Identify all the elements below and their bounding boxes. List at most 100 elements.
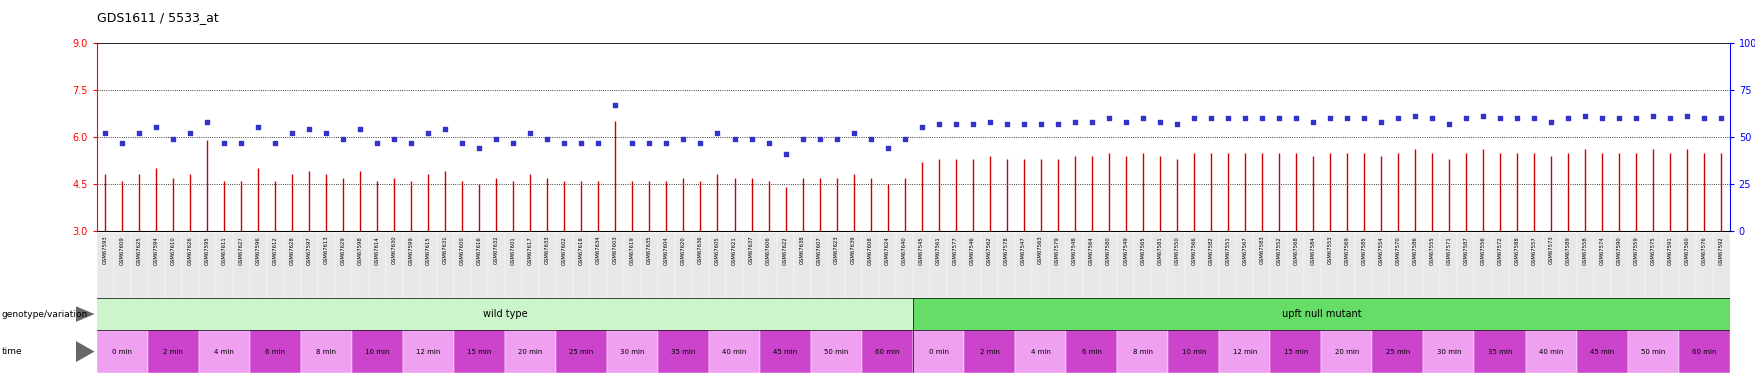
Point (226, 140, 254, 146)
Text: 2 min: 2 min (979, 349, 999, 355)
Point (1485, 115, 1513, 121)
Point (1299, 119, 1327, 125)
Bar (828, 232, 844, 298)
Bar (1576, 232, 1594, 298)
Text: GSM67567: GSM67567 (1241, 236, 1246, 264)
Bar (879, 232, 895, 298)
Point (584, 140, 612, 146)
Text: GSM67599: GSM67599 (409, 236, 414, 264)
Bar (1236, 232, 1253, 298)
Bar (930, 232, 946, 298)
Bar (1508, 232, 1525, 298)
Text: GSM67547: GSM67547 (1021, 236, 1025, 264)
Text: GSM67617: GSM67617 (528, 236, 532, 264)
Point (534, 136, 562, 142)
Text: GSM67564: GSM67564 (1088, 236, 1093, 264)
Point (1502, 115, 1530, 121)
Text: GSM67600: GSM67600 (460, 236, 465, 264)
Bar (402, 330, 453, 373)
Point (737, 136, 765, 142)
Point (91, 130, 119, 136)
Point (1688, 115, 1716, 121)
Point (1400, 113, 1429, 119)
Point (448, 140, 476, 146)
Text: GSM67558: GSM67558 (1581, 236, 1587, 264)
Point (1536, 119, 1564, 125)
Point (109, 140, 137, 146)
Bar (742, 232, 760, 298)
Text: GSM67586: GSM67586 (1411, 236, 1416, 264)
Text: GSM67638: GSM67638 (800, 236, 804, 264)
Bar (1269, 232, 1286, 298)
Text: GSM67589: GSM67589 (1565, 236, 1569, 264)
Bar (351, 232, 369, 298)
Point (1248, 115, 1276, 121)
Text: GSM67568: GSM67568 (1293, 236, 1297, 264)
Point (1706, 115, 1734, 121)
Point (1230, 115, 1258, 121)
Bar (981, 232, 997, 298)
Text: GSM67571: GSM67571 (1446, 236, 1451, 264)
Bar (572, 232, 590, 298)
Bar (402, 232, 419, 298)
Bar (1660, 232, 1678, 298)
Point (958, 121, 986, 127)
Text: GSM67561: GSM67561 (935, 236, 941, 264)
Point (1365, 119, 1393, 125)
Bar (130, 232, 147, 298)
Bar (997, 232, 1014, 298)
Point (176, 130, 204, 136)
Bar (946, 232, 963, 298)
Text: GSM67619: GSM67619 (630, 236, 635, 264)
Bar (1322, 330, 1372, 373)
Point (856, 136, 885, 142)
Bar (556, 330, 607, 373)
Bar (1457, 232, 1474, 298)
Text: 50 min: 50 min (823, 349, 848, 355)
Text: GSM67563: GSM67563 (1037, 236, 1042, 264)
Point (1078, 119, 1106, 125)
Point (1093, 115, 1121, 121)
Bar (521, 232, 539, 298)
Bar (1423, 330, 1474, 373)
Point (1416, 115, 1444, 121)
Bar (658, 330, 709, 373)
Point (261, 140, 290, 146)
Bar (249, 232, 267, 298)
Bar (963, 330, 1014, 373)
Bar (1594, 232, 1609, 298)
Point (549, 140, 577, 146)
Text: GSM67566: GSM67566 (1190, 236, 1195, 264)
Text: 10 min: 10 min (365, 349, 390, 355)
Point (635, 140, 663, 146)
Bar (862, 232, 879, 298)
Text: 25 min: 25 min (569, 349, 593, 355)
Point (498, 140, 526, 146)
Bar (539, 232, 556, 298)
Text: 30 min: 30 min (1436, 349, 1460, 355)
Point (1587, 115, 1615, 121)
Bar (811, 232, 828, 298)
Bar (1644, 232, 1660, 298)
Bar (1014, 232, 1032, 298)
Point (244, 124, 272, 130)
Bar (1134, 232, 1151, 298)
Bar (284, 232, 300, 298)
Text: GSM67608: GSM67608 (867, 236, 872, 264)
Point (600, 102, 628, 108)
Text: 30 min: 30 min (620, 349, 644, 355)
Text: GSM67637: GSM67637 (749, 236, 753, 264)
Point (992, 121, 1020, 127)
Text: GSM67553: GSM67553 (1327, 236, 1332, 264)
Bar (590, 232, 607, 298)
Text: GSM67612: GSM67612 (272, 236, 277, 264)
Bar (1065, 232, 1083, 298)
Bar (691, 232, 709, 298)
Text: GSM67593: GSM67593 (102, 236, 107, 264)
Bar (1576, 330, 1627, 373)
Text: GSM67629: GSM67629 (340, 236, 346, 264)
Text: GSM67582: GSM67582 (1207, 236, 1213, 264)
Bar (437, 232, 453, 298)
Bar (1474, 330, 1525, 373)
Bar (1558, 232, 1576, 298)
